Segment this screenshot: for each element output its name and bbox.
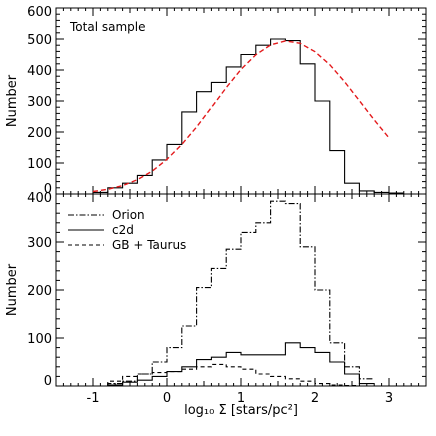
y-tick-label: 300 xyxy=(27,236,52,251)
y-tick-label: 0 xyxy=(44,374,52,389)
legend-label: c2d xyxy=(112,223,134,237)
top-panel-ticks xyxy=(55,7,427,195)
y-tick-label: 500 xyxy=(27,33,52,48)
bottom-panel-y-axis-label: Number xyxy=(5,263,20,316)
y-tick-label: 600 xyxy=(27,5,52,20)
x-axis-label: log₁₀ Σ [stars/pc²] xyxy=(184,403,298,418)
top-panel-series xyxy=(92,38,404,194)
x-tick-label: 3 xyxy=(385,391,393,406)
series-orion xyxy=(107,200,375,386)
legend-label: GB + Taurus xyxy=(112,238,186,252)
series-histogram-solid xyxy=(92,38,404,194)
top-panel: 0 100 200 300 400 500 600 Total sample Number xyxy=(5,5,427,197)
series-c2d xyxy=(107,342,375,386)
series-gaussian-dashed xyxy=(92,40,390,193)
y-tick-label: 200 xyxy=(27,126,52,141)
x-tick-label: -1 xyxy=(87,391,100,406)
y-tick-label: 0 xyxy=(44,182,52,197)
legend-label: Orion xyxy=(112,208,145,222)
top-panel-y-axis-label: Number xyxy=(5,74,20,127)
y-tick-label: 100 xyxy=(27,332,52,347)
bottom-panel-y-tick-labels: 0 100 200 300 400 xyxy=(27,191,52,389)
y-tick-label: 200 xyxy=(27,284,52,299)
x-tick-label: 1 xyxy=(237,391,245,406)
top-panel-y-tick-labels: 0 100 200 300 400 500 600 xyxy=(27,5,52,197)
bottom-panel-ticks xyxy=(55,193,427,387)
series-gb-taurus xyxy=(107,363,375,387)
top-panel-annotation: Total sample xyxy=(69,20,145,34)
y-tick-label: 100 xyxy=(27,157,52,172)
x-tick-label: 0 xyxy=(163,391,171,406)
bottom-panel-series xyxy=(107,200,375,387)
y-tick-label: 400 xyxy=(27,64,52,79)
bottom-panel-x-tick-labels: -1 0 1 2 3 xyxy=(87,391,394,406)
y-tick-label: 300 xyxy=(27,95,52,110)
y-tick-label: 400 xyxy=(27,191,52,206)
x-tick-label: 2 xyxy=(311,391,319,406)
